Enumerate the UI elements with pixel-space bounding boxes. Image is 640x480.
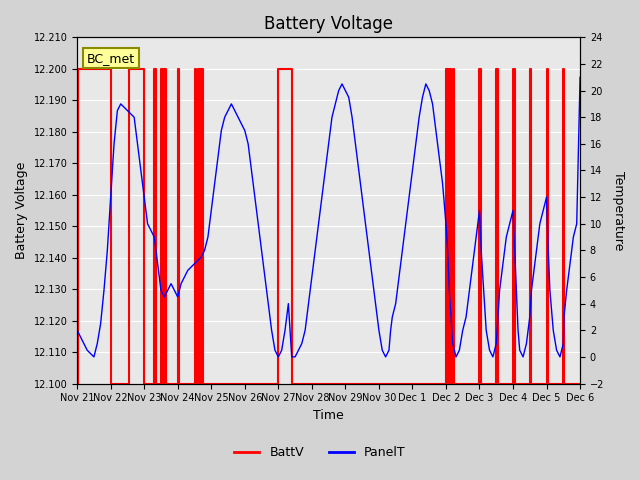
Text: BC_met: BC_met [87,51,135,65]
X-axis label: Time: Time [313,409,344,422]
Y-axis label: Battery Voltage: Battery Voltage [15,162,28,259]
Title: Battery Voltage: Battery Voltage [264,15,393,33]
Y-axis label: Temperature: Temperature [612,171,625,250]
Legend: BattV, PanelT: BattV, PanelT [229,441,411,464]
